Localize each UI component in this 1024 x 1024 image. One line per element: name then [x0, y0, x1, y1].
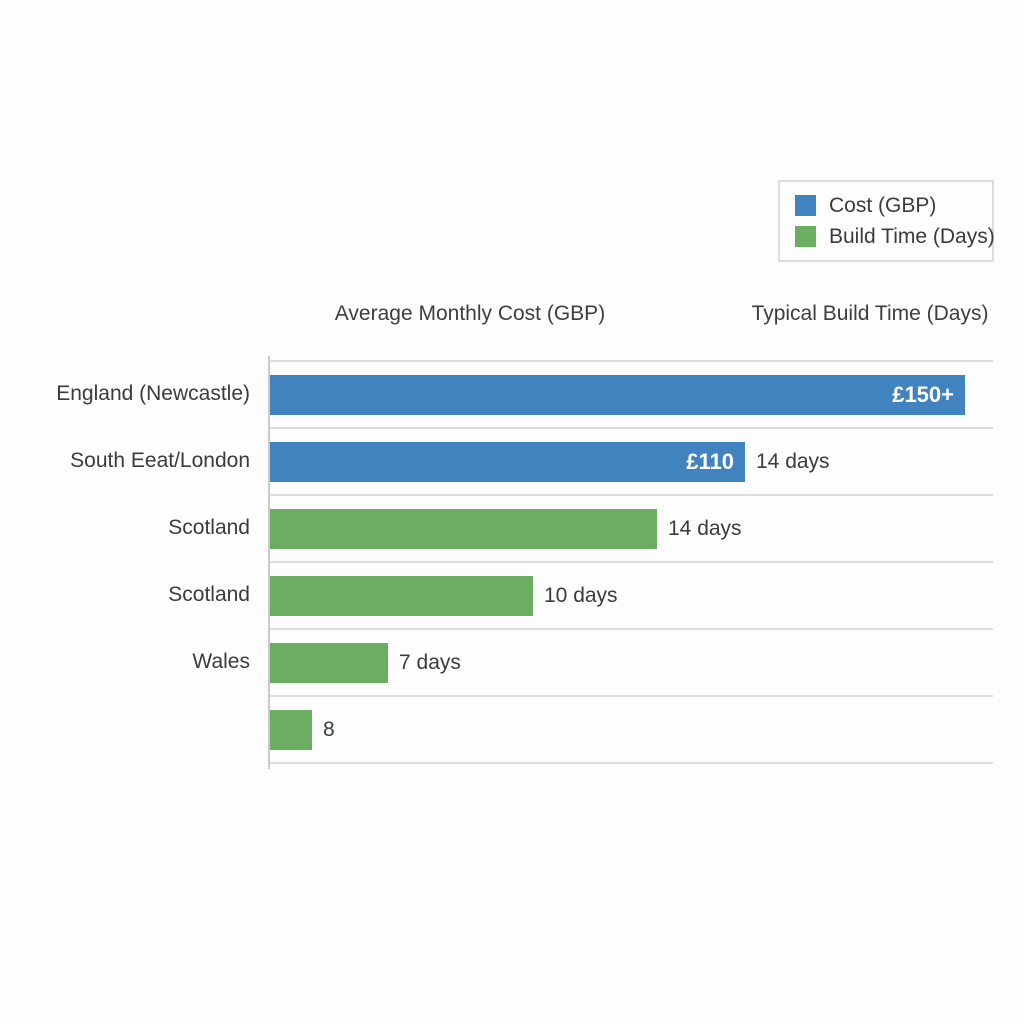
- chart-row: 7 days: [270, 630, 993, 697]
- legend-label-build-time: Build Time (Days): [829, 225, 995, 248]
- column-header-cost: Average Monthly Cost (GBP): [334, 302, 606, 325]
- build-time-bar: [270, 709, 312, 750]
- row-label: Scotland: [168, 583, 250, 606]
- chart-row: £110 14 days: [270, 429, 993, 496]
- build-time-bar: [270, 575, 533, 616]
- legend-item-build-time: Build Time (Days): [795, 225, 995, 248]
- bar-value-label-outside: 14 days: [668, 516, 742, 540]
- row-label: [0, 695, 250, 762]
- row-label: South Eeat/London: [70, 449, 250, 472]
- y-axis-line: [268, 356, 270, 769]
- column-header-build-time: Typical Build Time (Days): [751, 302, 989, 325]
- chart-row: 8: [270, 697, 993, 764]
- bar-value-label-outside: 10 days: [544, 583, 618, 607]
- build-time-bar: [270, 642, 388, 683]
- row-label: Wales: [192, 650, 250, 673]
- chart-row: 10 days: [270, 563, 993, 630]
- chart-row: 14 days: [270, 496, 993, 563]
- build-time-bar: [270, 508, 657, 549]
- bar-value-label-inside: £110: [686, 448, 734, 474]
- row-label: Scotland: [168, 516, 250, 539]
- plot-area: £150+ £110 14 days 14 days 10 days 7 days 8: [270, 360, 993, 764]
- legend-swatch-cost-icon: [795, 195, 816, 216]
- legend-swatch-build-time-icon: [795, 226, 816, 247]
- legend-label-cost: Cost (GBP): [829, 194, 937, 217]
- cost-bar: £110: [270, 441, 745, 482]
- category-labels: England (Newcastle) South Eeat/London Scot…: [0, 360, 250, 762]
- bar-value-label-inside: £150+: [892, 381, 954, 407]
- legend-item-cost: Cost (GBP): [795, 194, 982, 217]
- bar-value-label-outside: 14 days: [756, 449, 830, 473]
- bar-value-label-outside: 7 days: [399, 650, 461, 674]
- cost-bar: £150+: [270, 374, 965, 415]
- row-label: England (Newcastle): [56, 382, 250, 405]
- legend: Cost (GBP) Build Time (Days): [778, 180, 995, 262]
- chart-row: £150+: [270, 362, 993, 429]
- bar-value-label-outside: 8: [323, 717, 335, 741]
